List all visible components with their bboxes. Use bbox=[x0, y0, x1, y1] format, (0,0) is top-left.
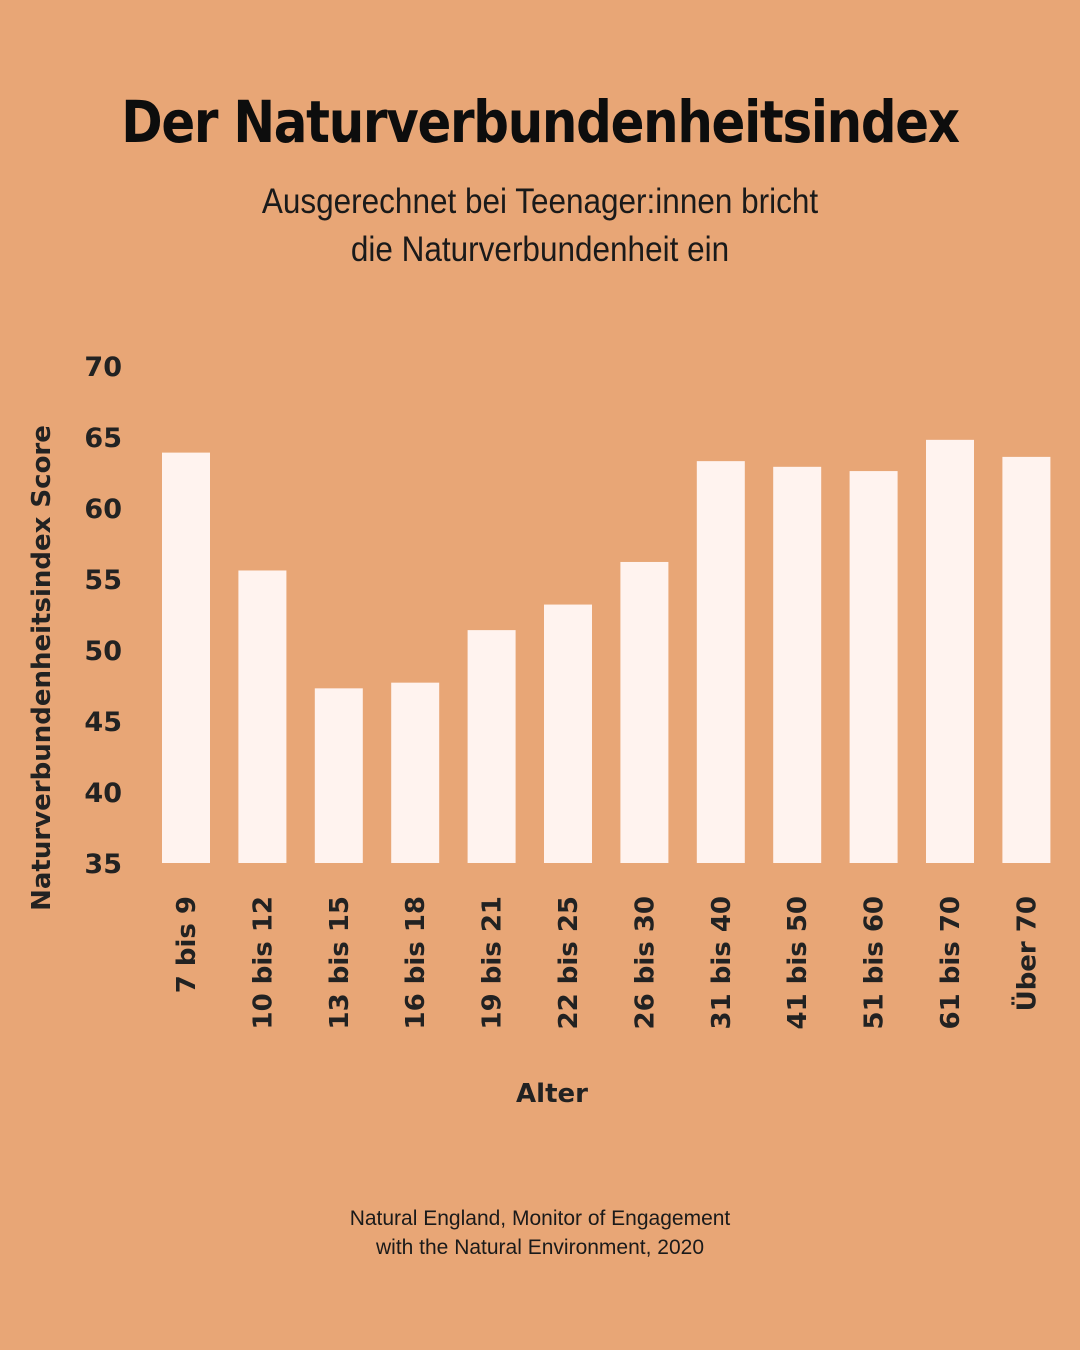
bar bbox=[314, 688, 363, 863]
x-tick-label: 13 bis 15 bbox=[325, 896, 355, 1029]
bar bbox=[467, 630, 516, 863]
y-tick-label: 35 bbox=[84, 849, 122, 880]
bar bbox=[696, 461, 745, 863]
y-tick-label: 70 bbox=[84, 352, 122, 383]
x-tick-label: 61 bis 70 bbox=[936, 896, 966, 1029]
source-line-2: with the Natural Environment, 2020 bbox=[375, 1236, 704, 1259]
y-tick-label: 60 bbox=[84, 494, 122, 525]
x-tick-label: 19 bis 21 bbox=[478, 896, 508, 1029]
y-tick-label: 65 bbox=[84, 423, 122, 454]
x-tick-label: 26 bis 30 bbox=[630, 896, 660, 1029]
y-tick-label: 45 bbox=[84, 707, 122, 738]
bar bbox=[162, 452, 210, 863]
bar bbox=[238, 570, 287, 863]
x-tick-label: 22 bis 25 bbox=[554, 896, 584, 1029]
y-tick-label: 55 bbox=[84, 565, 122, 596]
x-axis-label: Alter bbox=[516, 1079, 588, 1109]
bar bbox=[1002, 456, 1051, 863]
bar bbox=[926, 439, 974, 863]
subtitle-line-2: die Naturverbundenheit ein bbox=[350, 230, 730, 269]
x-tick-label: 7 bis 9 bbox=[172, 896, 202, 993]
source-line-1: Natural England, Monitor of Engagement bbox=[349, 1207, 731, 1230]
bar bbox=[391, 682, 440, 863]
x-tick-label: 16 bis 18 bbox=[401, 896, 431, 1029]
x-tick-label: 10 bis 12 bbox=[248, 896, 278, 1029]
bar bbox=[620, 561, 669, 863]
y-axis-label: Naturverbundenheitsindex Score bbox=[27, 425, 57, 911]
x-tick-label: Über 70 bbox=[1009, 896, 1042, 1011]
x-tick-label: 31 bis 40 bbox=[707, 896, 737, 1029]
bar bbox=[544, 604, 592, 863]
x-tick-label: 41 bis 50 bbox=[783, 896, 813, 1029]
x-tick-label: 51 bis 60 bbox=[860, 896, 890, 1029]
bar bbox=[773, 466, 822, 863]
subtitle-line-1: Ausgerechnet bei Teenager:innen bricht bbox=[261, 182, 819, 221]
y-tick-label: 40 bbox=[84, 778, 122, 809]
y-tick-label: 50 bbox=[84, 636, 122, 667]
bar bbox=[849, 471, 898, 863]
page-title: Der Naturverbundenheitsindex bbox=[121, 88, 960, 156]
